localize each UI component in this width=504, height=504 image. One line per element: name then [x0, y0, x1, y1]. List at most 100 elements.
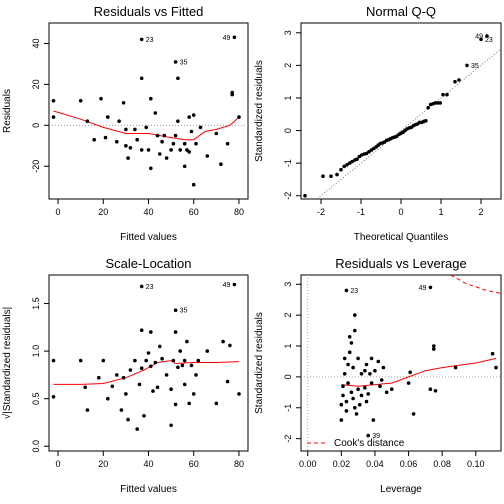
resid-leverage-point: [384, 390, 389, 395]
scale-location-point: [237, 392, 241, 396]
resid-leverage-x-tick-label: 0.02: [333, 459, 351, 469]
normal-qq-frame: [300, 22, 502, 200]
resid-fitted-y-tick-label: -20: [31, 160, 41, 173]
resid-fitted-plot-area: [49, 35, 248, 187]
resid-fitted-point: [133, 127, 137, 132]
scale-location-point: [182, 382, 187, 387]
normal-qq-x-tick-label: 1: [438, 207, 443, 217]
scale-location-point: [144, 358, 148, 363]
scale-location-point: [191, 392, 196, 396]
scale-location-point: [225, 379, 230, 384]
resid-leverage-point: [347, 350, 352, 355]
resid-fitted-point: [182, 164, 187, 169]
resid-fitted-point: [92, 137, 96, 142]
resid-fitted-y-tick-label: 40: [31, 38, 41, 48]
scale-location-y-tick-label: 1.0: [31, 345, 41, 358]
scale-location-x-tick-label: 80: [234, 459, 244, 469]
scale-location-point: [126, 417, 130, 422]
resid-fitted-x-tick-label: 60: [189, 207, 199, 217]
resid-leverage-point: [353, 313, 357, 317]
normal-qq-point-label: 35: [471, 63, 479, 70]
resid-fitted-point: [225, 141, 230, 146]
scale-location-point: [185, 339, 189, 344]
resid-leverage-panel: Residuals vs Leverage 0.00 0.02 0.04 0.06 0.0…: [254, 256, 502, 495]
resid-leverage-point: [428, 285, 433, 290]
resid-fitted-y-tick-label: 20: [31, 79, 41, 89]
resid-leverage-point: [347, 335, 352, 339]
resid-leverage-smooth-line: [341, 357, 497, 387]
normal-qq-point: [342, 164, 347, 169]
resid-fitted-smooth-line: [53, 110, 240, 141]
resid-leverage-y-tick-label: 0: [283, 374, 293, 379]
normal-qq-x-axis-label: Theoretical Quantiles: [354, 232, 449, 243]
resid-fitted-point: [182, 141, 187, 146]
resid-fitted-point: [194, 141, 198, 146]
resid-leverage-point: [490, 351, 495, 356]
scale-location-point: [169, 387, 173, 392]
resid-leverage-x-axis-label: Leverage: [380, 484, 422, 495]
normal-qq-point: [329, 174, 333, 178]
scale-location-point-label: 23: [146, 284, 154, 291]
scale-location-y-tick-label: 1.5: [31, 297, 41, 310]
resid-leverage-legend-label: Cook's distance: [334, 438, 405, 449]
resid-leverage-point: [346, 362, 350, 367]
resid-fitted-y-axis-label: Residuals: [2, 89, 13, 133]
resid-leverage-y-tick-label: -2: [283, 435, 293, 443]
resid-leverage-point: [411, 412, 416, 416]
resid-fitted-point: [214, 131, 219, 136]
resid-leverage-x-tick-label: 0.06: [400, 459, 418, 469]
scale-location-point: [51, 358, 56, 363]
normal-qq-x-tick-label: -2: [317, 207, 325, 217]
scale-location-point: [124, 392, 128, 396]
resid-leverage-cooks-distance-curve: [450, 275, 501, 294]
resid-leverage-point: [494, 365, 498, 370]
resid-fitted-point-label: 35: [180, 59, 188, 66]
resid-leverage-point: [341, 393, 345, 398]
scale-location-point: [101, 358, 106, 363]
resid-leverage-point: [339, 402, 344, 407]
resid-fitted-point: [124, 144, 128, 148]
scale-location-point: [178, 349, 182, 353]
resid-leverage-point: [341, 384, 345, 389]
scale-location-point: [78, 358, 83, 363]
resid-leverage-point: [351, 396, 355, 401]
normal-qq-y-tick-label: -2: [283, 192, 293, 200]
normal-qq-point: [355, 157, 359, 161]
scale-location-point-label: 49: [223, 282, 231, 289]
resid-leverage-point: [376, 359, 381, 364]
resid-fitted-point: [237, 115, 241, 119]
resid-fitted-title: Residuals vs Fitted: [94, 4, 204, 19]
scale-location-point: [51, 395, 56, 399]
resid-fitted-point-label: 49: [223, 35, 231, 42]
scale-location-x-axis-label: Fitted values: [120, 484, 177, 495]
resid-leverage-point: [359, 372, 364, 376]
resid-fitted-point: [189, 129, 194, 134]
resid-fitted-point: [191, 182, 196, 187]
scale-location-point: [142, 414, 146, 418]
normal-qq-point: [438, 101, 443, 105]
resid-fitted-point: [146, 148, 151, 152]
scale-location-point: [173, 308, 178, 313]
resid-leverage-point: [369, 356, 374, 361]
scale-location-point: [196, 358, 201, 363]
resid-leverage-point: [378, 384, 382, 389]
resid-fitted-point: [153, 111, 158, 115]
scale-location-point: [180, 363, 185, 368]
resid-leverage-point: [356, 356, 360, 361]
resid-leverage-point: [349, 341, 354, 345]
scale-location-point: [85, 408, 90, 412]
normal-qq-y-tick-label: 2: [283, 63, 293, 68]
scale-location-point: [106, 396, 110, 401]
resid-leverage-point: [428, 387, 433, 392]
normal-qq-point: [350, 159, 355, 164]
resid-leverage-plot-area: [301, 275, 501, 451]
resid-fitted-point: [149, 166, 153, 171]
scale-location-point: [173, 402, 178, 407]
resid-fitted-point: [173, 60, 178, 64]
scale-location-point: [221, 339, 225, 344]
scale-location-panel: Scale-Location 0 20 40 60 80 0.0 0.5 1.0 1.5 Fitte…: [1, 256, 249, 495]
resid-leverage-point: [406, 381, 411, 385]
normal-qq-point: [453, 79, 457, 84]
resid-leverage-point: [356, 387, 360, 392]
scale-location-point: [110, 384, 115, 389]
